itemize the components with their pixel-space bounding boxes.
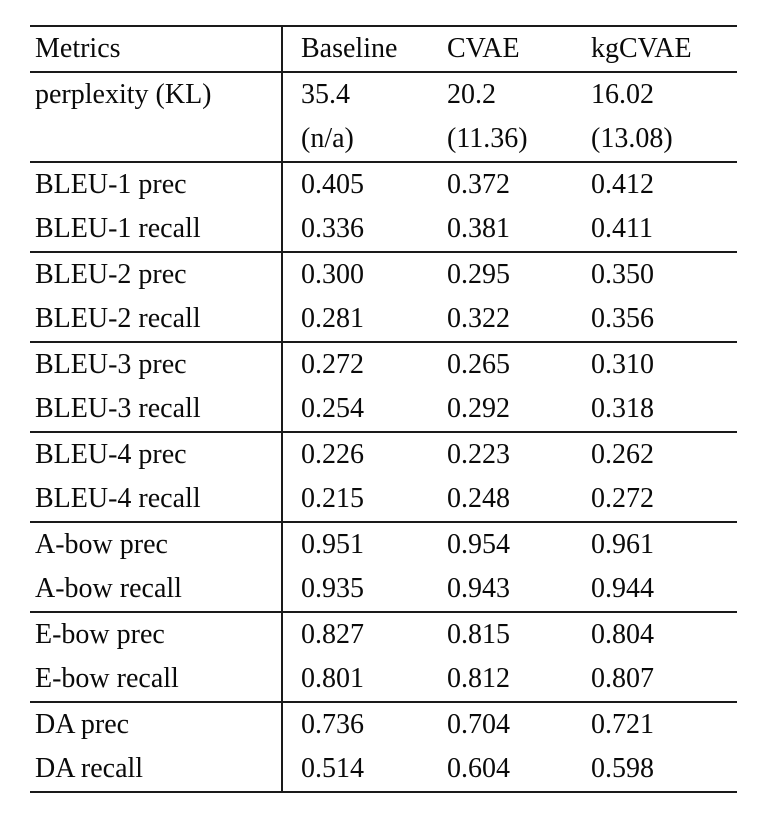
value-cell: 0.265 [445, 341, 589, 387]
table-row: BLEU-2 recall 0.281 0.322 0.356 [30, 297, 737, 342]
value-cell: 0.295 [445, 251, 589, 297]
metric-label-cell: BLEU-1 prec [30, 161, 282, 207]
value-cell: 20.2 [447, 79, 496, 110]
value-cell: 0.272 [591, 483, 654, 514]
col-header-kgcvae: kgCVAE [589, 26, 737, 73]
value-cell: 0.281 [281, 297, 445, 342]
metric-label-cell: DA prec [30, 701, 282, 747]
table-row: BLEU-2 prec 0.300 0.295 0.350 [30, 251, 737, 297]
col-header-cvae: CVAE [445, 26, 589, 73]
value-cell: 0.704 [445, 701, 589, 747]
metric-label-cell: BLEU-4 prec [30, 431, 282, 477]
metric-label-cell: perplexity (KL) [35, 79, 212, 110]
table-row: A-bow prec 0.951 0.954 0.961 [30, 521, 737, 567]
value-cell: 0.736 [281, 701, 445, 747]
value-cell: 0.812 [447, 663, 510, 694]
value-cell: 0.954 [445, 521, 589, 567]
value-cell: 0.248 [447, 483, 510, 514]
value-cell: 0.381 [447, 213, 510, 244]
value-cell: 0.254 [281, 387, 445, 432]
value-cell: 0.223 [445, 431, 589, 477]
table-row: BLEU-1 prec 0.405 0.372 0.412 [30, 161, 737, 207]
value-cell: 0.721 [589, 701, 737, 747]
value-cell: (13.08) [591, 123, 673, 154]
value-cell: 0.310 [589, 341, 737, 387]
table-row: BLEU-1 recall 0.336 0.381 0.411 [30, 207, 737, 252]
table-row: BLEU-4 recall 0.215 0.248 0.272 [30, 477, 737, 522]
metric-label-cell: E-bow recall [35, 663, 179, 694]
value-cell: 0.215 [281, 477, 445, 522]
value-cell: 0.935 [281, 567, 445, 612]
value-cell: 0.292 [447, 393, 510, 424]
value-cell: 0.801 [281, 657, 445, 702]
table-row: A-bow recall 0.935 0.943 0.944 [30, 567, 737, 612]
value-cell: 0.226 [281, 431, 445, 477]
value-cell: 0.943 [447, 573, 510, 604]
metric-label-cell: BLEU-3 recall [35, 393, 201, 424]
value-cell: 35.4 [281, 72, 445, 117]
value-cell: 0.322 [447, 303, 510, 334]
value-cell: 0.318 [591, 393, 654, 424]
table-row: E-bow recall 0.801 0.812 0.807 [30, 657, 737, 702]
metric-label-cell: A-bow prec [30, 521, 282, 567]
value-cell: 0.944 [591, 573, 654, 604]
value-cell: 0.411 [591, 213, 653, 244]
table-row: perplexity (KL) 35.4 20.2 16.02 [30, 72, 737, 117]
value-cell: 0.604 [447, 753, 510, 784]
value-cell: 0.336 [281, 207, 445, 252]
value-cell: 0.951 [281, 521, 445, 567]
value-cell: 0.356 [591, 303, 654, 334]
value-cell: 0.598 [591, 753, 654, 784]
value-cell: 0.300 [281, 251, 445, 297]
col-header-baseline: Baseline [281, 26, 445, 73]
value-cell: 0.807 [591, 663, 654, 694]
table-row: BLEU-4 prec 0.226 0.223 0.262 [30, 431, 737, 477]
table-row: (n/a) (11.36) (13.08) [30, 117, 737, 162]
table-body: perplexity (KL) 35.4 20.2 16.02 (n/a) (11.36)… [30, 72, 737, 792]
value-cell: (n/a) [281, 117, 445, 162]
metric-label-cell: E-bow prec [30, 611, 282, 657]
value-cell: 0.412 [589, 161, 737, 207]
value-cell: 0.815 [445, 611, 589, 657]
table-row: DA recall 0.514 0.604 0.598 [30, 747, 737, 792]
value-cell: 0.804 [589, 611, 737, 657]
value-cell: (11.36) [447, 123, 528, 154]
table-row: E-bow prec 0.827 0.815 0.804 [30, 611, 737, 657]
metric-label-cell: BLEU-4 recall [35, 483, 201, 514]
value-cell: 0.262 [589, 431, 737, 477]
metric-label-cell: BLEU-2 prec [30, 251, 282, 297]
table-row: BLEU-3 recall 0.254 0.292 0.318 [30, 387, 737, 432]
value-cell: 0.827 [281, 611, 445, 657]
metrics-table: Metrics Baseline CVAE kgCVAE perplexity … [30, 25, 737, 793]
value-cell: 0.405 [281, 161, 445, 207]
value-cell: 0.961 [589, 521, 737, 567]
table-row: BLEU-3 prec 0.272 0.265 0.310 [30, 341, 737, 387]
col-header-metrics: Metrics [30, 26, 282, 73]
metric-label-cell [30, 117, 282, 162]
value-cell: 0.514 [281, 747, 445, 792]
value-cell: 0.272 [281, 341, 445, 387]
value-cell: 0.350 [589, 251, 737, 297]
header-row: Metrics Baseline CVAE kgCVAE [30, 26, 737, 73]
value-cell: 16.02 [591, 79, 654, 110]
metric-label-cell: BLEU-2 recall [35, 303, 201, 334]
value-cell: 0.372 [445, 161, 589, 207]
metric-label-cell: A-bow recall [35, 573, 182, 604]
metric-label-cell: BLEU-1 recall [35, 213, 201, 244]
metric-label-cell: BLEU-3 prec [30, 341, 282, 387]
metric-label-cell: DA recall [35, 753, 144, 784]
table-row: DA prec 0.736 0.704 0.721 [30, 701, 737, 747]
